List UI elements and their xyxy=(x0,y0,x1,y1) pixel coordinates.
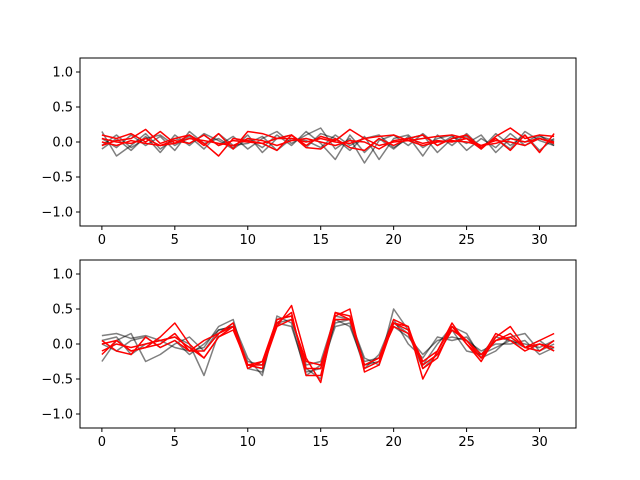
y-tick-label: −0.5 xyxy=(41,373,73,388)
series-line-gray-2 xyxy=(101,130,555,161)
y-tick-label: 0.0 xyxy=(52,338,73,353)
x-tick-label: 30 xyxy=(531,233,548,248)
y-tick-label: −0.5 xyxy=(41,171,73,186)
y-tick-label: −1.0 xyxy=(41,206,73,221)
x-tick-label: 15 xyxy=(312,435,329,450)
y-tick-label: 0.0 xyxy=(52,136,73,151)
y-tick-label: −1.0 xyxy=(41,408,73,423)
x-tick-label: 0 xyxy=(98,233,106,248)
y-tick-label: 0.5 xyxy=(52,303,73,318)
x-tick-label: 10 xyxy=(239,435,256,450)
subplot-top: 0 5 10 15 20 25 30 −1.0 −0.5 0.0 0.5 1.0 xyxy=(41,57,577,248)
x-tick-label: 25 xyxy=(458,435,475,450)
x-tick-label: 5 xyxy=(171,435,179,450)
x-tick-label: 20 xyxy=(385,233,402,248)
series-line-red-7 xyxy=(101,137,555,150)
x-tick-label: 15 xyxy=(312,233,329,248)
x-tick-label: 25 xyxy=(458,233,475,248)
series-line-red-7 xyxy=(101,318,555,370)
y-tick-label: 0.5 xyxy=(52,101,73,116)
x-tick-label: 5 xyxy=(171,233,179,248)
x-tick-label: 10 xyxy=(239,233,256,248)
y-tick-label: 1.0 xyxy=(52,268,73,283)
subplot-bottom: 0 5 10 15 20 25 30 −1.0 −0.5 0.0 0.5 1.0 xyxy=(41,259,577,450)
x-tick-label: 20 xyxy=(385,435,402,450)
x-tick-label: 30 xyxy=(531,435,548,450)
y-tick-label: 1.0 xyxy=(52,66,73,81)
x-tick-label: 0 xyxy=(98,435,106,450)
